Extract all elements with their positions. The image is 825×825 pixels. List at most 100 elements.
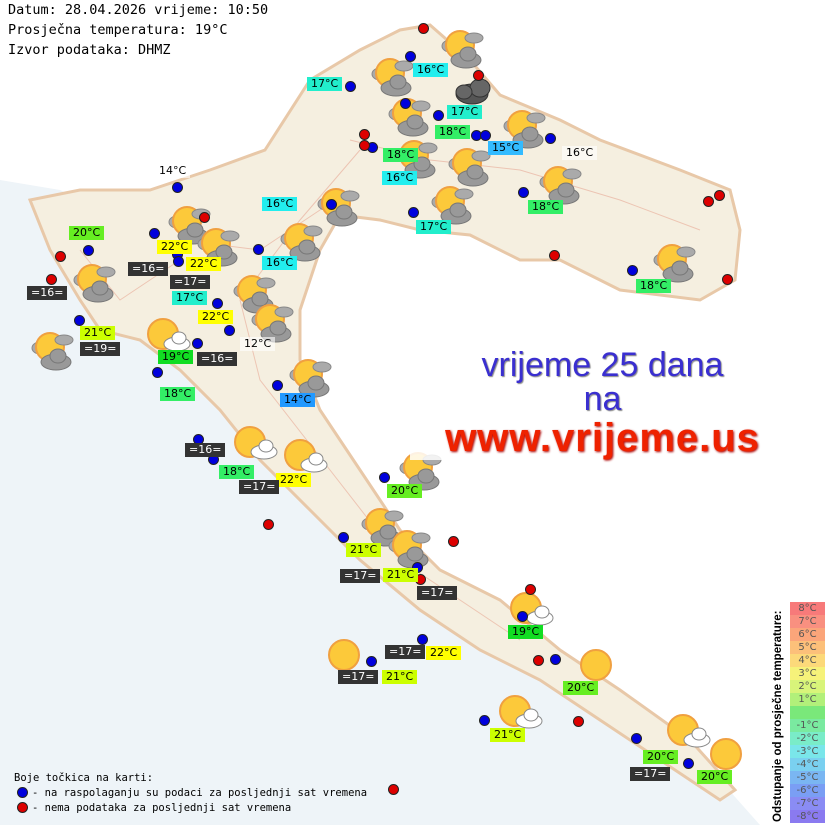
legend-blue-text: - na raspolaganju su podaci za posljednj… bbox=[32, 786, 368, 799]
station-temperature-label: 17°C bbox=[416, 220, 452, 234]
station-dot-blue[interactable] bbox=[152, 367, 163, 378]
date-time-line: Datum: 28.04.2026 vrijeme: 10:50 bbox=[8, 2, 269, 18]
station-dot-blue[interactable] bbox=[417, 634, 428, 645]
partly-cloudy-icon bbox=[653, 244, 696, 283]
average-temperature-label: =17= bbox=[630, 767, 671, 781]
station-dot-red[interactable] bbox=[359, 140, 370, 151]
station-dot-blue[interactable] bbox=[326, 199, 337, 210]
average-temperature-label: =17= bbox=[338, 670, 379, 684]
station-dot-red[interactable] bbox=[199, 212, 210, 223]
station-dot-blue[interactable] bbox=[83, 245, 94, 256]
station-temperature-label: 16°C bbox=[262, 256, 298, 270]
station-dot-blue[interactable] bbox=[173, 256, 184, 267]
station-dot-blue[interactable] bbox=[272, 380, 283, 391]
station-dot-blue[interactable] bbox=[517, 611, 528, 622]
sun-cloud-icon bbox=[510, 592, 554, 626]
station-temperature-label: 18°C bbox=[636, 279, 672, 293]
scale-item: 3°C bbox=[790, 667, 825, 680]
station-dot-red[interactable] bbox=[418, 23, 429, 34]
promo-link[interactable]: www.vrijeme.us bbox=[445, 416, 760, 460]
partly-cloudy-icon bbox=[388, 530, 431, 569]
average-temperature-label: =17= bbox=[170, 275, 211, 289]
average-temperature-label: =17= bbox=[239, 480, 280, 494]
station-dot-blue[interactable] bbox=[212, 298, 223, 309]
station-temperature-label: 18°C bbox=[435, 125, 471, 139]
station-dot-blue[interactable] bbox=[433, 110, 444, 121]
station-dot-red[interactable] bbox=[448, 536, 459, 547]
station-temperature-label: 22°C bbox=[276, 473, 312, 487]
station-dot-blue[interactable] bbox=[172, 182, 183, 193]
station-dot-blue[interactable] bbox=[400, 98, 411, 109]
station-temperature-label: 14°C bbox=[155, 164, 191, 178]
station-dot-blue[interactable] bbox=[518, 187, 529, 198]
station-dot-red[interactable] bbox=[388, 784, 399, 795]
station-dot-red[interactable] bbox=[533, 655, 544, 666]
station-dot-blue[interactable] bbox=[379, 472, 390, 483]
station-dot-red[interactable] bbox=[549, 250, 560, 261]
station-dot-blue[interactable] bbox=[253, 244, 264, 255]
station-dot-blue[interactable] bbox=[550, 654, 561, 665]
partly-cloudy-icon bbox=[280, 223, 323, 262]
station-dot-blue[interactable] bbox=[627, 265, 638, 276]
station-dot-red[interactable] bbox=[722, 274, 733, 285]
station-temperature-label: 22°C bbox=[426, 646, 462, 660]
station-dot-red[interactable] bbox=[359, 129, 370, 140]
scale-item bbox=[790, 706, 825, 719]
partly-cloudy-icon bbox=[168, 206, 211, 245]
partly-cloudy-icon bbox=[448, 148, 491, 187]
station-dot-red[interactable] bbox=[714, 190, 725, 201]
station-dot-blue[interactable] bbox=[74, 315, 85, 326]
sun-cloud-icon bbox=[234, 426, 278, 460]
station-dot-blue[interactable] bbox=[149, 228, 160, 239]
average-temperature-label: =16= bbox=[128, 262, 169, 276]
station-temperature-label: 21°C bbox=[383, 568, 419, 582]
sun-cloud-icon bbox=[667, 714, 711, 748]
station-dot-blue[interactable] bbox=[545, 133, 556, 144]
station-dot-red[interactable] bbox=[525, 584, 536, 595]
station-dot-red[interactable] bbox=[573, 716, 584, 727]
station-dot-blue[interactable] bbox=[631, 733, 642, 744]
station-dot-blue[interactable] bbox=[345, 81, 356, 92]
station-dot-blue[interactable] bbox=[408, 207, 419, 218]
station-temperature-label: 12°C bbox=[240, 337, 276, 351]
scale-item: 4°C bbox=[790, 654, 825, 667]
station-dot-red[interactable] bbox=[473, 70, 484, 81]
station-dot-blue[interactable] bbox=[366, 656, 377, 667]
station-dot-blue[interactable] bbox=[683, 758, 694, 769]
station-temperature-label: 21°C bbox=[382, 670, 418, 684]
station-temperature-label: 17°C bbox=[307, 77, 343, 91]
overcast-icon bbox=[455, 78, 491, 105]
station-dot-red[interactable] bbox=[263, 519, 274, 530]
scale-item: 7°C bbox=[790, 615, 825, 628]
station-dot-blue[interactable] bbox=[405, 51, 416, 62]
scale-item: -7°C bbox=[790, 797, 825, 810]
legend-title: Boje točkica na karti: bbox=[14, 771, 154, 784]
scale-item: 1°C bbox=[790, 693, 825, 706]
average-temperature-line: Prosječna temperatura: 19°C bbox=[8, 22, 228, 38]
average-temperature-label: =19= bbox=[80, 342, 121, 356]
sunny-icon bbox=[710, 738, 742, 770]
scale-item: 2°C bbox=[790, 680, 825, 693]
partly-cloudy-icon bbox=[73, 264, 116, 303]
partly-cloudy-icon bbox=[251, 304, 294, 343]
scale-item: -1°C bbox=[790, 719, 825, 732]
dot-legend: Boje točkica na karti: - na raspolaganju… bbox=[14, 770, 367, 815]
station-dot-blue[interactable] bbox=[338, 532, 349, 543]
partly-cloudy-icon bbox=[503, 110, 546, 149]
sun-cloud-icon bbox=[147, 318, 191, 352]
station-dot-red[interactable] bbox=[703, 196, 714, 207]
promo-banner[interactable]: vrijeme 25 dana na www.vrijeme.us bbox=[410, 340, 795, 460]
partly-cloudy-icon bbox=[31, 332, 74, 371]
station-temperature-label: 17°C bbox=[172, 291, 208, 305]
partly-cloudy-icon bbox=[539, 166, 582, 205]
station-dot-red[interactable] bbox=[46, 274, 57, 285]
station-dot-blue[interactable] bbox=[480, 130, 491, 141]
station-temperature-label: 22°C bbox=[157, 240, 193, 254]
data-source-line: Izvor podataka: DHMZ bbox=[8, 42, 171, 58]
station-temperature-label: 19°C bbox=[508, 625, 544, 639]
station-dot-blue[interactable] bbox=[224, 325, 235, 336]
station-dot-red[interactable] bbox=[55, 251, 66, 262]
station-dot-blue[interactable] bbox=[479, 715, 490, 726]
station-dot-blue[interactable] bbox=[192, 338, 203, 349]
promo-line-1: vrijeme 25 dana bbox=[481, 346, 724, 384]
